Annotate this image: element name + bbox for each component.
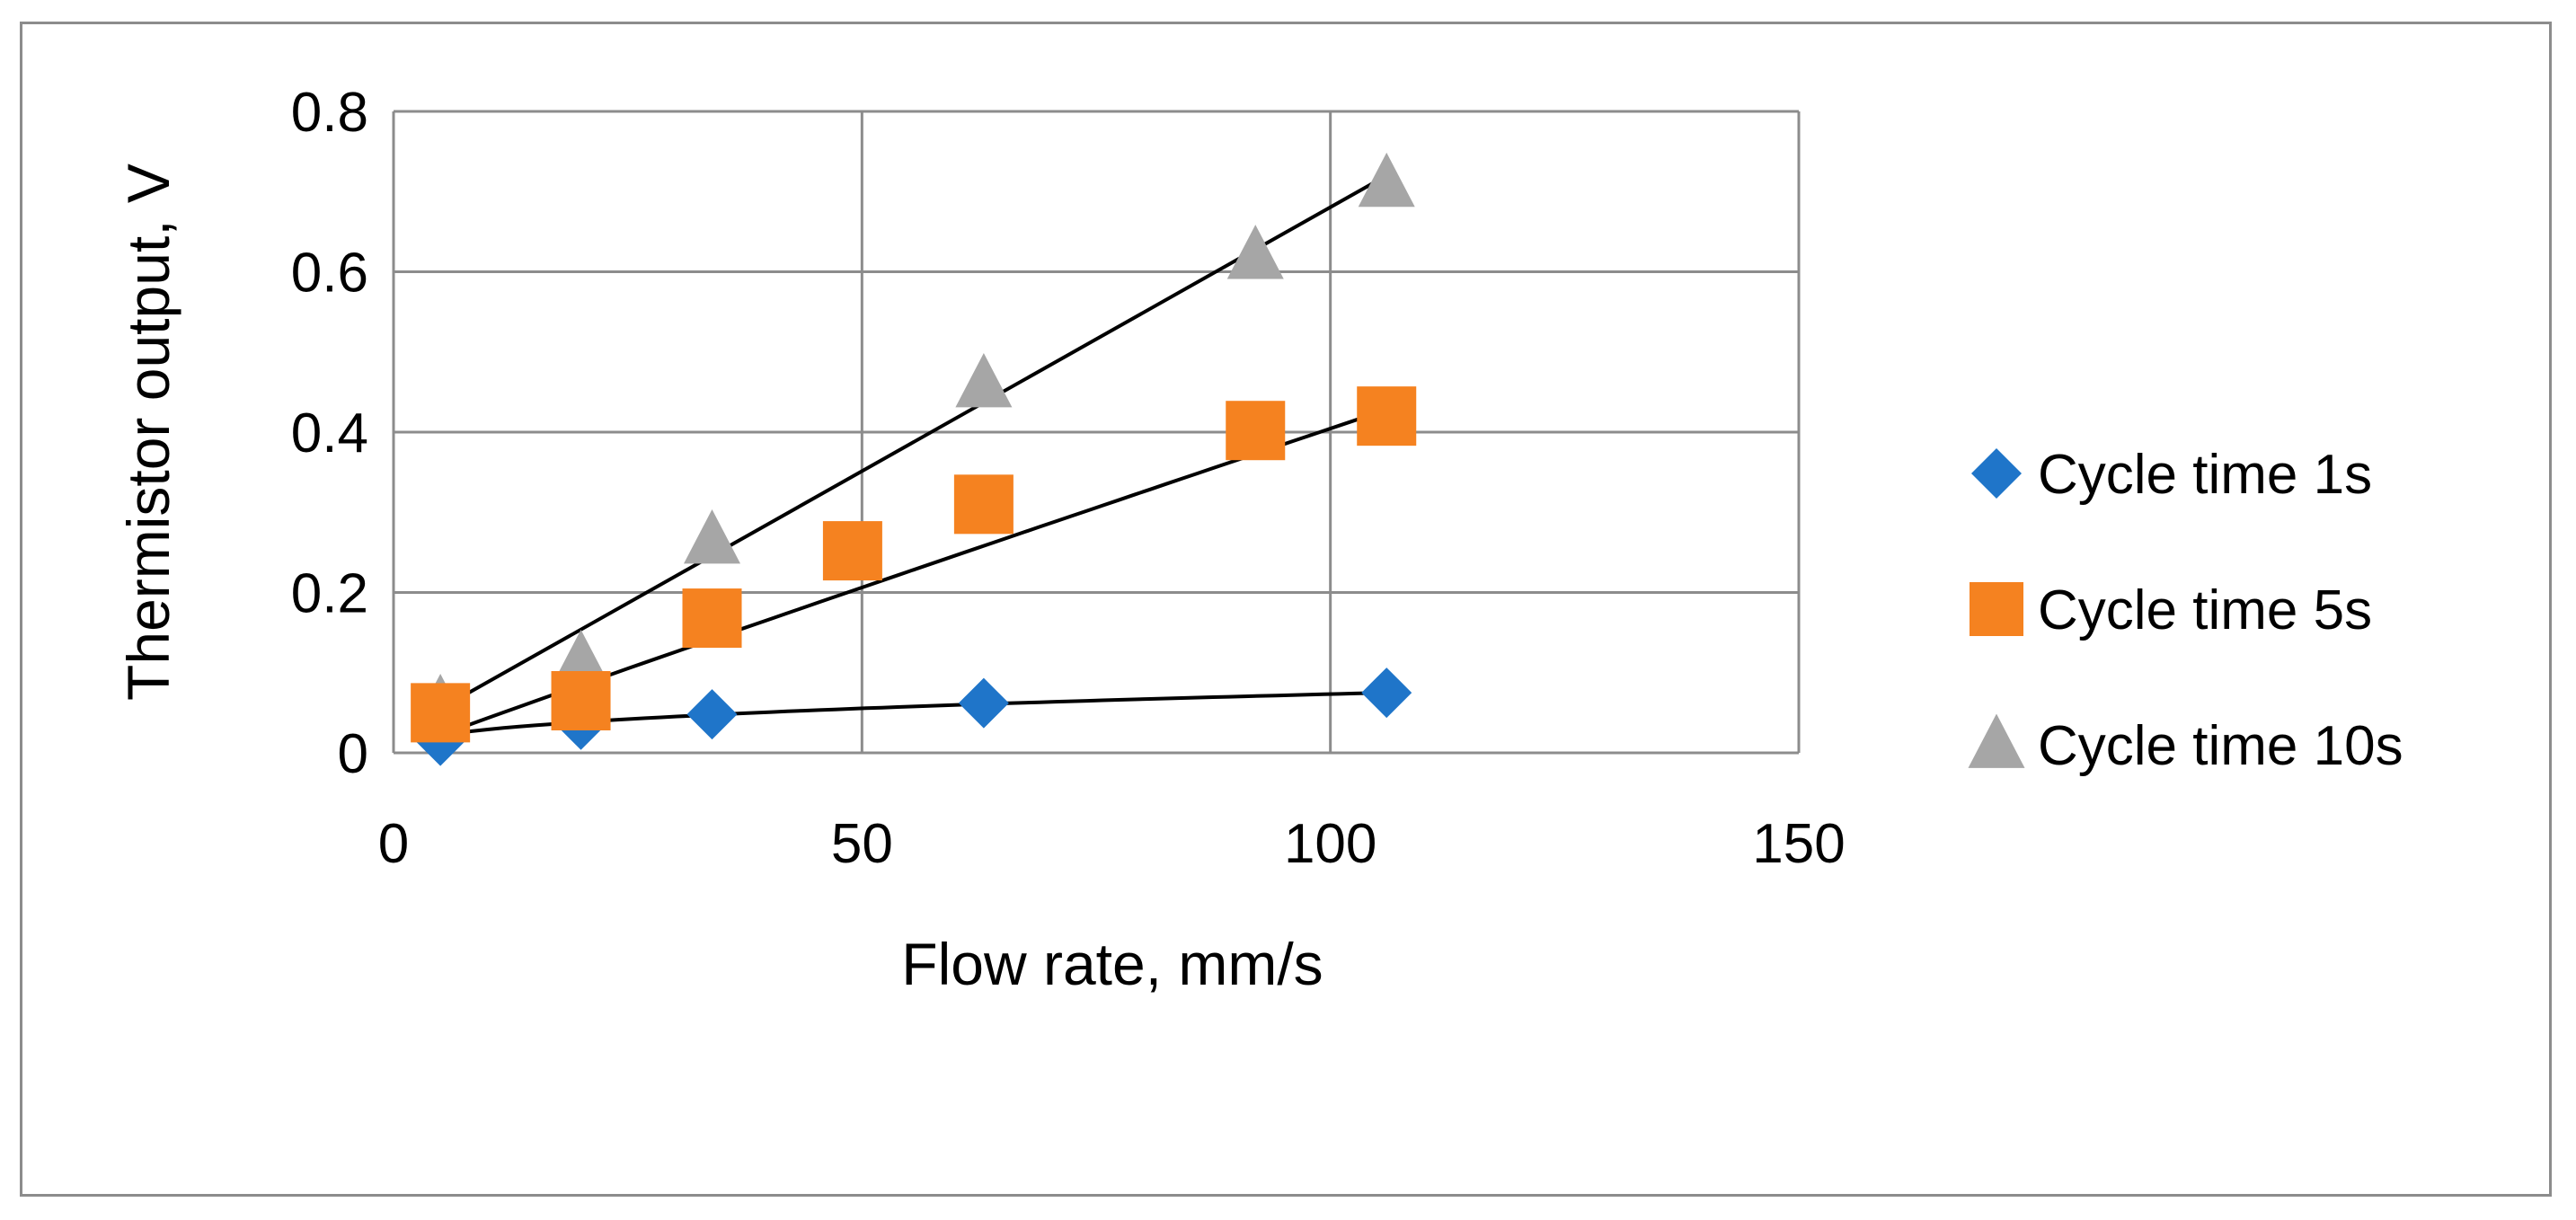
legend-square-icon [1970,582,2023,636]
square-marker [1226,401,1286,461]
chart-frame [20,22,2552,1197]
legend-triangle-icon [1968,713,2025,768]
square-marker [682,588,742,649]
legend-label: Cycle time 5s [2038,579,2372,641]
legend-label: Cycle time 10s [2038,715,2403,777]
triangle-marker [684,508,741,564]
y-tick-label-1: 0.2 [291,563,368,625]
legend-diamond-icon [1971,448,2022,499]
square-marker [1357,386,1417,446]
x-tick-label-1: 50 [831,813,893,875]
grid-lines [392,110,1801,755]
trendline-cycle-time-10s [439,173,1388,711]
x-tick-label-2: 100 [1284,813,1377,875]
triangle-marker [1358,152,1415,208]
x-tick-label-0: 0 [378,813,409,875]
square-marker [411,683,471,743]
x-tick-label-3: 150 [1752,813,1845,875]
y-tick-label-3: 0.6 [291,243,368,305]
y-tick-label-2: 0.4 [291,402,368,464]
diamond-marker [958,677,1009,729]
square-marker [822,521,882,581]
y-axis-title: Thermistor output, V [115,164,181,701]
data-markers [411,152,1417,766]
square-marker [953,474,1014,535]
diamond-marker [1361,667,1412,719]
triangle-marker [955,352,1013,408]
triangle-marker [1226,225,1284,279]
y-tick-label-4: 0.8 [291,82,368,144]
tick-labels: 0 0.2 0.4 0.6 0.8 0 50 100 150 [291,82,1846,875]
legend-label: Cycle time 1s [2038,444,2372,506]
legend: Cycle time 1s Cycle time 5s Cycle time 10s [1968,444,2403,777]
diamond-marker [686,689,738,740]
triangle-marker [553,629,610,685]
y-tick-label-0: 0 [338,723,368,785]
x-axis-title: Flow rate, mm/s [901,931,1323,997]
square-marker [551,670,611,730]
